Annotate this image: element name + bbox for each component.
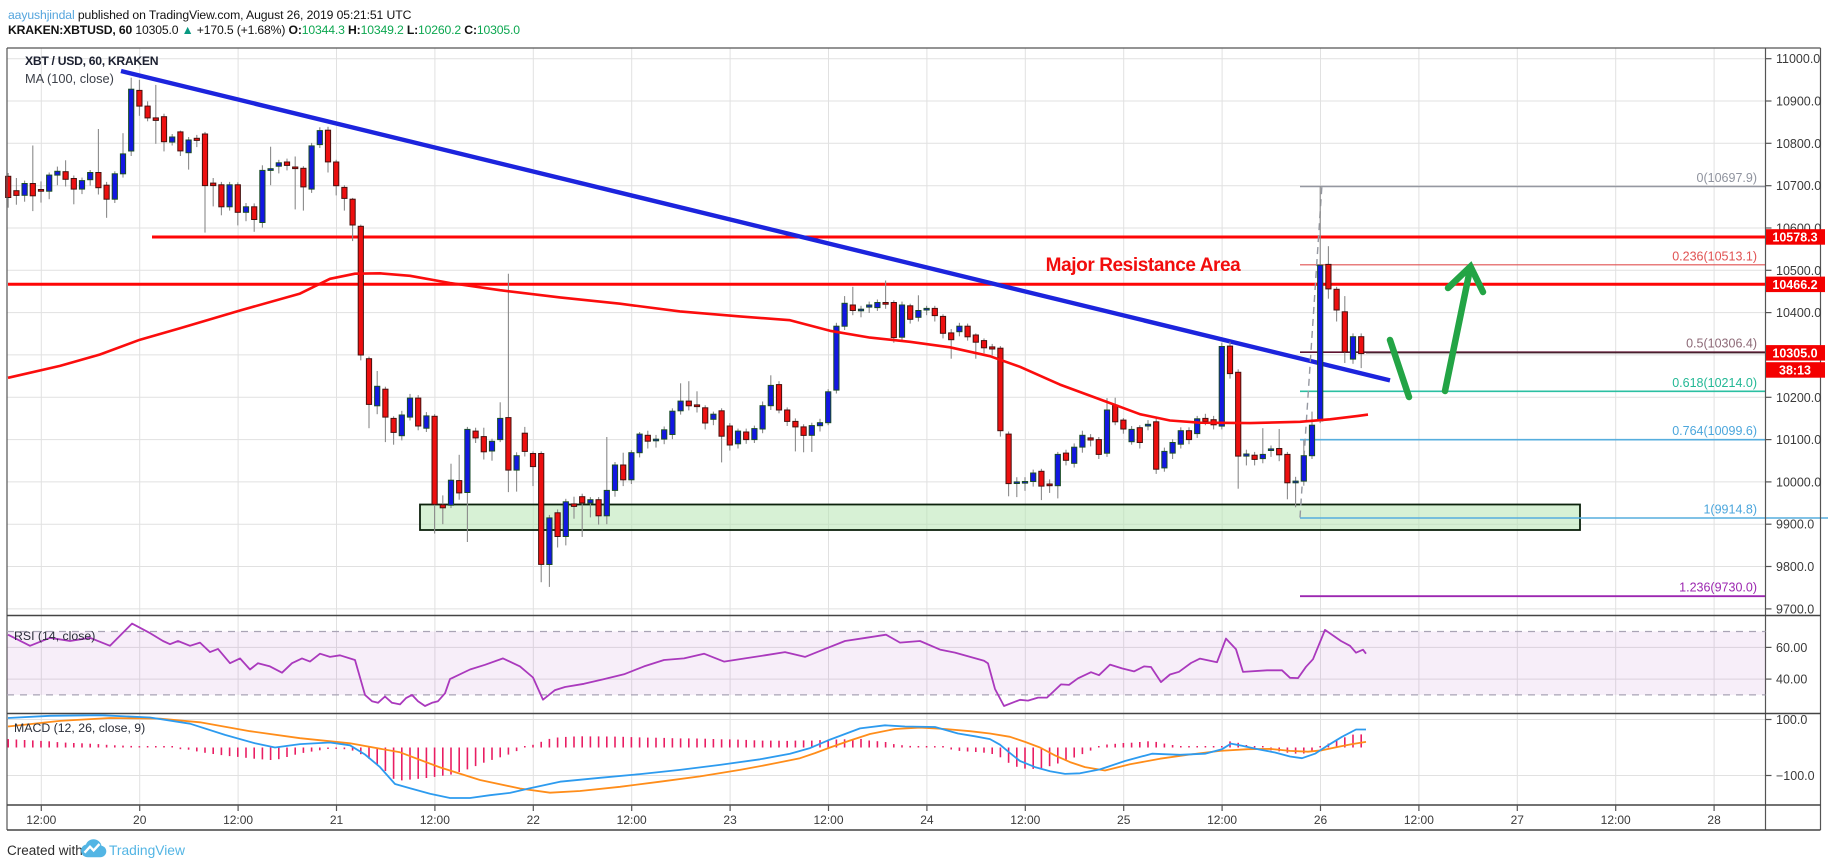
svg-text:MA (100, close): MA (100, close) <box>25 71 114 86</box>
svg-text:22: 22 <box>527 813 541 827</box>
svg-text:9900.0: 9900.0 <box>1776 518 1814 532</box>
svg-text:12:00: 12:00 <box>813 813 843 827</box>
svg-text:40.00: 40.00 <box>1776 673 1807 687</box>
svg-text:1(9914.8): 1(9914.8) <box>1703 503 1757 517</box>
svg-text:0.236(10513.1): 0.236(10513.1) <box>1672 249 1757 263</box>
svg-text:27: 27 <box>1511 813 1525 827</box>
svg-text:MACD (12, 26, close, 9): MACD (12, 26, close, 9) <box>14 721 145 735</box>
svg-text:12:00: 12:00 <box>420 813 450 827</box>
svg-text:38:13: 38:13 <box>1779 364 1811 378</box>
svg-text:TradingView: TradingView <box>109 843 185 858</box>
svg-text:25: 25 <box>1117 813 1131 827</box>
svg-text:12:00: 12:00 <box>223 813 253 827</box>
svg-text:12:00: 12:00 <box>1601 813 1631 827</box>
svg-text:10400.0: 10400.0 <box>1776 306 1821 320</box>
svg-text:10578.3: 10578.3 <box>1772 231 1817 245</box>
svg-text:XBT / USD, 60, KRAKEN: XBT / USD, 60, KRAKEN <box>25 54 158 68</box>
svg-text:12:00: 12:00 <box>26 813 56 827</box>
svg-text:0.618(10214.0): 0.618(10214.0) <box>1672 376 1757 390</box>
svg-text:Created with: Created with <box>7 843 83 858</box>
svg-text:28: 28 <box>1707 813 1721 827</box>
svg-text:10200.0: 10200.0 <box>1776 391 1821 405</box>
svg-text:23: 23 <box>723 813 737 827</box>
svg-text:0.5(10306.4): 0.5(10306.4) <box>1686 337 1757 351</box>
svg-text:9800.0: 9800.0 <box>1776 560 1814 574</box>
svg-text:24: 24 <box>920 813 934 827</box>
svg-text:10000.0: 10000.0 <box>1776 475 1821 489</box>
svg-text:10466.2: 10466.2 <box>1772 278 1817 292</box>
svg-text:9700.0: 9700.0 <box>1776 602 1814 616</box>
svg-text:aayushjindal published on Trad: aayushjindal published on TradingView.co… <box>8 8 412 22</box>
svg-text:10500.0: 10500.0 <box>1776 264 1821 278</box>
svg-text:10800.0: 10800.0 <box>1776 137 1821 151</box>
svg-text:10700.0: 10700.0 <box>1776 179 1821 193</box>
svg-text:RSI (14, close): RSI (14, close) <box>14 629 95 643</box>
svg-text:10900.0: 10900.0 <box>1776 95 1821 109</box>
svg-text:26: 26 <box>1314 813 1328 827</box>
svg-text:12:00: 12:00 <box>1207 813 1237 827</box>
svg-text:0(10697.9): 0(10697.9) <box>1697 171 1757 185</box>
svg-text:1.236(9730.0): 1.236(9730.0) <box>1679 581 1757 595</box>
svg-text:0.764(10099.6): 0.764(10099.6) <box>1672 424 1757 438</box>
svg-text:21: 21 <box>330 813 344 827</box>
svg-text:12:00: 12:00 <box>1010 813 1040 827</box>
svg-text:10100.0: 10100.0 <box>1776 433 1821 447</box>
svg-text:60.00: 60.00 <box>1776 641 1807 655</box>
svg-text:12:00: 12:00 <box>1404 813 1434 827</box>
svg-text:100.0: 100.0 <box>1776 713 1807 727</box>
svg-text:−100.0: −100.0 <box>1776 769 1815 783</box>
svg-text:20: 20 <box>133 813 147 827</box>
svg-text:12:00: 12:00 <box>617 813 647 827</box>
svg-text:Major Resistance Area: Major Resistance Area <box>1046 255 1242 276</box>
svg-text:11000.0: 11000.0 <box>1776 52 1820 66</box>
svg-text:10305.0: 10305.0 <box>1772 346 1817 360</box>
svg-text:KRAKEN:XBTUSD, 60 10305.0 ▲ +1: KRAKEN:XBTUSD, 60 10305.0 ▲ +170.5 (+1.6… <box>8 23 520 37</box>
